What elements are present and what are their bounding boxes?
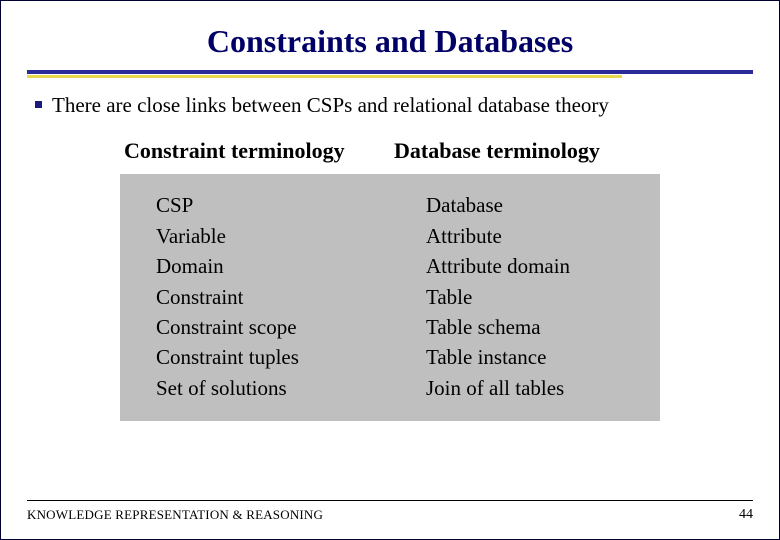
- cell: Attribute domain: [426, 251, 652, 281]
- cell: Database: [426, 190, 652, 220]
- cell: Constraint: [156, 282, 382, 312]
- rule-blue: [27, 70, 753, 74]
- col-right: Database Attribute Attribute domain Tabl…: [390, 174, 660, 421]
- cell: Domain: [156, 251, 382, 281]
- cell: Variable: [156, 221, 382, 251]
- cell: CSP: [156, 190, 382, 220]
- cell: Table schema: [426, 312, 652, 342]
- cell: Table instance: [426, 342, 652, 372]
- cell: Constraint tuples: [156, 342, 382, 372]
- header-right: Database terminology: [390, 132, 660, 174]
- slide-title: Constraints and Databases: [1, 23, 779, 60]
- bullet-text: There are close links between CSPs and r…: [52, 92, 609, 118]
- cell: Attribute: [426, 221, 652, 251]
- bullet-icon: [35, 101, 42, 108]
- table-header-row: Constraint terminology Database terminol…: [120, 132, 660, 174]
- cell: Table: [426, 282, 652, 312]
- bullet-item: There are close links between CSPs and r…: [35, 92, 745, 118]
- slide: Constraints and Databases There are clos…: [0, 0, 780, 540]
- cell: Set of solutions: [156, 373, 382, 403]
- cell: Join of all tables: [426, 373, 652, 403]
- footer-rule: [27, 500, 753, 501]
- header-left: Constraint terminology: [120, 132, 390, 174]
- terminology-table: Constraint terminology Database terminol…: [120, 132, 660, 421]
- cell: Constraint scope: [156, 312, 382, 342]
- col-left: CSP Variable Domain Constraint Constrain…: [120, 174, 390, 421]
- table-body: CSP Variable Domain Constraint Constrain…: [120, 174, 660, 421]
- rule-yellow: [27, 75, 622, 78]
- slide-body: There are close links between CSPs and r…: [1, 92, 779, 421]
- footer-text: KNOWLEDGE REPRESENTATION & REASONING: [27, 507, 323, 523]
- title-rule: [27, 70, 753, 78]
- page-number: 44: [739, 507, 753, 523]
